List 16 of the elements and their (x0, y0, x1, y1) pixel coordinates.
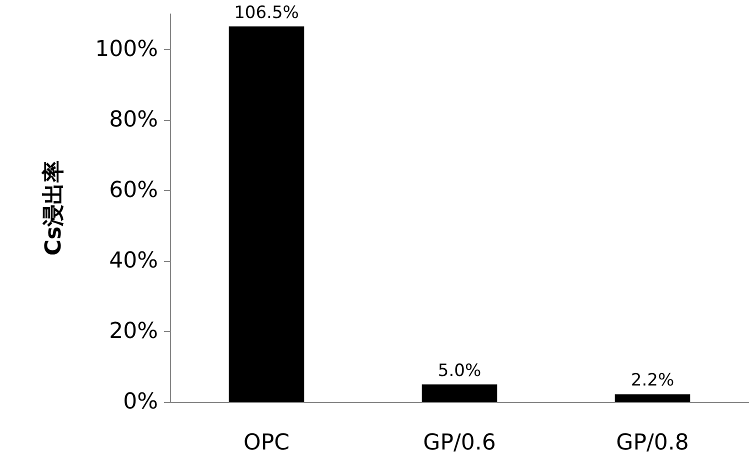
y-tick-label: 100% (95, 36, 158, 62)
data-label: 2.2% (630, 370, 674, 391)
y-tick-label: 80% (109, 107, 158, 132)
y-tick-label: 20% (109, 318, 158, 344)
x-tick-label: GP/0.6 (423, 430, 496, 456)
y-tick-label: 60% (109, 178, 158, 203)
data-label: 106.5% (234, 2, 299, 23)
data-label: 5.0% (438, 360, 482, 381)
x-tick-label: OPC (244, 430, 290, 456)
y-axis-title: Cs浸出率 (40, 160, 66, 256)
bar (614, 394, 690, 402)
y-tick-label: 0% (123, 390, 158, 414)
bar (228, 26, 304, 402)
x-tick-label: GP/0.8 (616, 430, 689, 456)
y-tick-label: 40% (109, 248, 158, 274)
bar (422, 384, 498, 402)
